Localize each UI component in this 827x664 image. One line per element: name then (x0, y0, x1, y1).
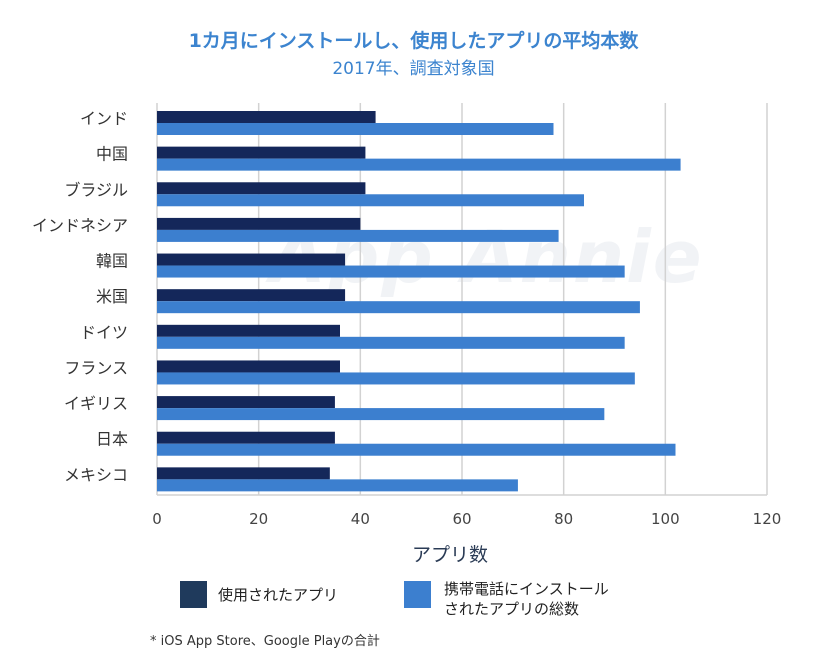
y-category-label: 中国 (96, 145, 128, 164)
bar-used-6 (157, 324, 340, 337)
y-category-label: 米国 (96, 287, 128, 306)
y-category-label: インド (80, 109, 128, 128)
x-tick-label: 40 (351, 510, 370, 528)
bar-installed-3 (157, 229, 559, 242)
x-tick-label: 20 (249, 510, 268, 528)
bar-installed-2 (157, 194, 584, 207)
footnote: * iOS App Store、Google Playの合計 (150, 634, 380, 649)
bar-installed-7 (157, 372, 635, 385)
bar-installed-9 (157, 443, 676, 456)
bar-used-4 (157, 253, 346, 266)
bar-used-0 (157, 111, 376, 123)
x-tick-label: 0 (152, 510, 162, 528)
y-category-label: ドイツ (80, 323, 128, 342)
bar-used-1 (157, 146, 366, 159)
bar-used-3 (157, 217, 361, 230)
legend-label-used: 使用されたアプリ (218, 586, 339, 604)
chart-subtitle: 2017年、調査対象国 (332, 59, 495, 79)
bar-installed-0 (157, 123, 554, 135)
y-category-label: フランス (64, 358, 128, 377)
y-category-label: 韓国 (96, 252, 128, 271)
bar-installed-10 (157, 479, 518, 492)
x-tick-label: 80 (554, 510, 573, 528)
x-tick-label: 120 (753, 510, 782, 528)
bar-installed-5 (157, 301, 640, 314)
legend-label-installed-line1: 携帯電話にインストール (444, 580, 609, 598)
bar-used-5 (157, 289, 346, 302)
chart-title: 1カ月にインストールし、使用したアプリの平均本数 (188, 30, 639, 52)
bar-installed-6 (157, 336, 625, 349)
bar-used-8 (157, 396, 335, 409)
y-category-label: インドネシア (32, 216, 128, 235)
legend-swatch-installed (404, 581, 431, 608)
y-category-label: メキシコ (64, 465, 128, 484)
y-category-label: 日本 (96, 430, 128, 449)
bar-installed-4 (157, 265, 625, 278)
bar-installed-1 (157, 158, 681, 171)
y-category-label: ブラジル (64, 180, 128, 199)
y-category-label: イギリス (64, 394, 128, 413)
x-tick-label: 60 (452, 510, 471, 528)
legend-swatch-used (180, 581, 207, 608)
bar-used-2 (157, 182, 366, 195)
bar-used-9 (157, 431, 335, 444)
x-axis-label: アプリ数 (411, 544, 488, 566)
x-axis-ticks: 0 20 40 60 80 100 120 (152, 510, 781, 528)
legend-label-installed-line2: されたアプリの総数 (444, 600, 580, 618)
bar-installed-8 (157, 408, 605, 421)
bar-used-10 (157, 467, 330, 480)
bar-used-7 (157, 360, 340, 373)
x-tick-label: 100 (651, 510, 680, 528)
bars (157, 111, 681, 492)
